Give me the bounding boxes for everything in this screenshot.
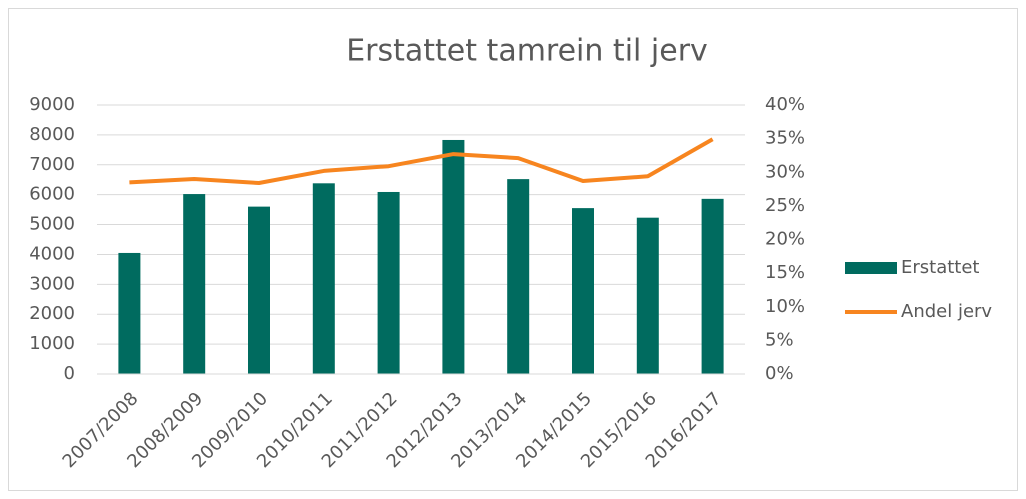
bar	[572, 208, 594, 374]
bar	[507, 179, 530, 374]
y2-tick-label: 35%	[765, 128, 805, 149]
y2-tick-label: 0%	[765, 363, 794, 384]
y2-tick-label: 15%	[765, 262, 805, 283]
bar	[701, 198, 724, 374]
legend-label: Andel jerv	[901, 301, 992, 322]
bar	[442, 139, 465, 374]
y-tick-label: 8000	[29, 124, 75, 145]
y-tick-label: 2000	[29, 303, 75, 324]
y-tick-label: 1000	[29, 333, 75, 354]
y-tick-label: 3000	[29, 273, 75, 294]
bar	[183, 194, 206, 374]
y-tick-label: 4000	[29, 243, 75, 264]
y2-tick-label: 25%	[765, 195, 805, 216]
y-tick-label: 0	[64, 363, 75, 384]
y-tick-label: 7000	[29, 154, 75, 175]
line	[129, 137, 714, 186]
y2-tick-label: 20%	[765, 229, 805, 250]
legend-swatch	[845, 262, 897, 274]
y2-tick-label: 30%	[765, 161, 805, 182]
bar	[636, 217, 659, 374]
bar	[377, 191, 400, 374]
y-tick-label: 6000	[29, 184, 75, 205]
y2-tick-label: 5%	[765, 329, 794, 350]
y2-tick-label: 10%	[765, 296, 805, 317]
bar	[312, 183, 335, 374]
legend-label: Erstattet	[901, 257, 980, 278]
y-tick-label: 5000	[29, 214, 75, 235]
bar	[118, 252, 141, 374]
chart-title: Erstattet tamrein til jerv	[346, 34, 708, 69]
y2-tick-label: 40%	[765, 94, 805, 115]
bar	[248, 206, 270, 374]
y-tick-label: 9000	[29, 94, 75, 115]
